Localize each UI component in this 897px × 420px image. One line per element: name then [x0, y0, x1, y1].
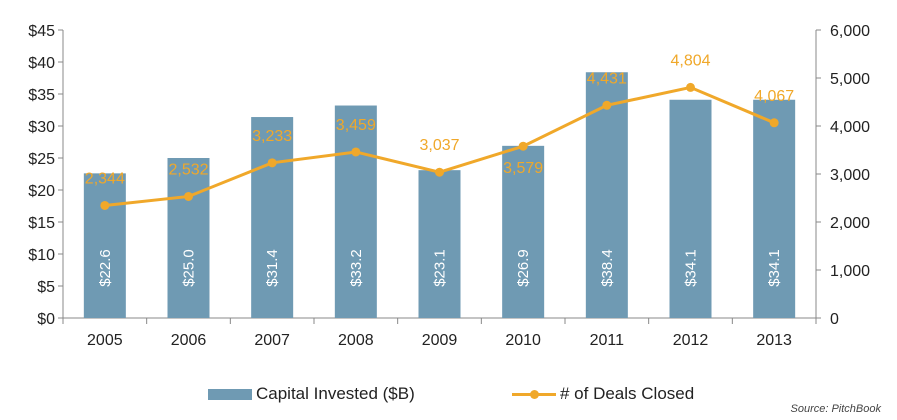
deals-value-label: 4,804	[670, 52, 710, 69]
left-tick-label: $25	[28, 151, 55, 168]
deals-point	[518, 141, 528, 151]
legend-line-label: # of Deals Closed	[560, 384, 695, 403]
deals-point	[769, 118, 779, 128]
left-tick-label: $30	[28, 119, 55, 136]
combo-chart: $0 $5 $10 $15 $20 $25 $30 $35 $40 $45 0 1,000 2,000 3…	[28, 23, 870, 349]
bar-value-label: $31.4	[264, 249, 281, 287]
right-tick-label: 3,000	[830, 167, 870, 184]
bar	[83, 173, 126, 318]
left-tick-label: $20	[28, 183, 55, 200]
left-tick-label: $5	[37, 279, 55, 296]
legend-line-swatch	[512, 389, 556, 399]
x-tick-label: 2005	[87, 332, 123, 349]
right-tick-label: 0	[830, 311, 839, 328]
right-tick-label: 4,000	[830, 119, 870, 136]
bar	[418, 170, 461, 318]
deals-value-label: 3,233	[252, 128, 292, 145]
deals-value-label: 4,067	[754, 88, 794, 105]
left-tick-label: $0	[37, 311, 55, 328]
left-tick-label: $45	[28, 23, 55, 40]
deals-value-label: 3,579	[503, 160, 543, 177]
bar-value-label: $38.4	[599, 249, 616, 287]
source-note: Source: PitchBook	[790, 403, 882, 415]
legend-item-capital: Capital Invested ($B)	[208, 384, 415, 404]
left-tick-label: $10	[28, 247, 55, 264]
bar-value-label: $25.0	[181, 249, 198, 287]
x-tick-label: 2007	[254, 332, 290, 349]
right-tick-label: 1,000	[830, 263, 870, 280]
x-tick-label: 2010	[505, 332, 541, 349]
x-tick-label: 2006	[171, 332, 207, 349]
bar	[251, 117, 294, 318]
legend-bar-label: Capital Invested ($B)	[256, 384, 415, 403]
deals-point	[435, 167, 444, 177]
deals-value-label: 2,344	[85, 170, 125, 187]
bar	[669, 99, 712, 318]
bar	[753, 99, 796, 318]
bar-value-label: $34.1	[683, 249, 700, 287]
deals-value-label: 2,532	[168, 161, 208, 178]
bar	[334, 105, 377, 319]
x-tick-label: 2009	[422, 332, 458, 349]
bar-value-label: $22.6	[97, 249, 114, 287]
left-tick-label: $35	[28, 87, 55, 104]
x-tick-label: 2012	[673, 332, 709, 349]
right-tick-label: 6,000	[830, 23, 870, 40]
deals-point	[351, 147, 361, 157]
x-tick-label: 2011	[590, 332, 625, 349]
left-tick-label: $40	[28, 55, 55, 72]
deals-value-label: 3,459	[336, 117, 376, 134]
legend-item-deals: # of Deals Closed	[512, 384, 694, 404]
deals-value-label: 3,037	[419, 137, 459, 154]
right-tick-label: 5,000	[830, 71, 870, 88]
bar-value-label: $34.1	[766, 249, 783, 287]
chart-legend: Capital Invested ($B) # of Deals Closed	[0, 384, 897, 412]
deals-value-label: 4,431	[587, 70, 627, 87]
legend-bar-swatch	[208, 388, 252, 400]
deals-point	[267, 158, 277, 168]
deals-point	[100, 200, 110, 210]
bar-value-label: $23.1	[432, 249, 449, 287]
bar	[167, 158, 210, 318]
bar-value-label: $26.9	[515, 249, 532, 287]
deals-point	[602, 100, 612, 110]
x-tick-label: 2008	[338, 332, 374, 349]
right-tick-label: 2,000	[830, 215, 870, 232]
deals-point	[686, 82, 695, 92]
bar	[502, 145, 545, 318]
left-tick-label: $15	[28, 215, 55, 232]
deals-point	[184, 191, 193, 201]
x-tick-label: 2013	[756, 332, 792, 349]
bar-value-label: $33.2	[348, 249, 365, 287]
